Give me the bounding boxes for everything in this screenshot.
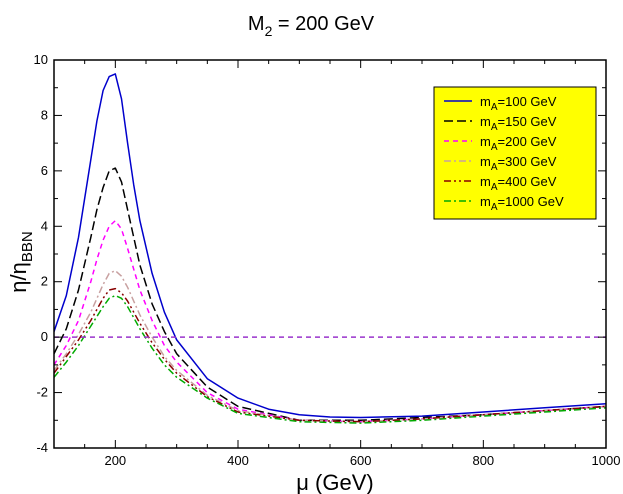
legend-label: mA=300 GeV: [480, 154, 557, 173]
series-line-1: [54, 167, 606, 422]
x-tick-label: 600: [350, 453, 372, 468]
legend-box: [433, 86, 597, 220]
legend-label: mA=200 GeV: [480, 134, 557, 153]
chart-title-rest: = 200 GeV: [272, 13, 374, 35]
x-axis-title: μ (GeV): [296, 470, 373, 494]
chart-title-sub: 2: [265, 23, 273, 39]
y-tick-label: 10: [34, 52, 48, 67]
y-tick-label: 6: [41, 163, 48, 178]
y-tick-label: 0: [41, 329, 48, 344]
x-tick-label: 400: [227, 453, 249, 468]
y-tick-label: 8: [41, 107, 48, 122]
series-line-4: [54, 287, 606, 423]
y-tick-label: -2: [36, 385, 48, 400]
series-line-3: [54, 269, 606, 423]
chart-title-main: M: [248, 13, 265, 35]
y-axis-title-main: η/η: [6, 262, 31, 293]
y-tick-label: -4: [36, 440, 48, 455]
series-line-2: [54, 219, 606, 423]
legend-label: mA=100 GeV: [480, 94, 557, 113]
y-tick-label: 4: [41, 218, 48, 233]
legend-label: mA=1000 GeV: [480, 194, 564, 213]
series-line-0: [54, 73, 606, 419]
y-tick-label: 2: [41, 274, 48, 289]
y-axis-title-sub: BBN: [19, 231, 36, 262]
x-tick-label: 1000: [592, 453, 621, 468]
x-tick-label: 800: [472, 453, 494, 468]
series-line-5: [54, 294, 606, 424]
legend-label: mA=150 GeV: [480, 114, 557, 133]
legend-label: mA=400 GeV: [480, 174, 557, 193]
chart-title: M2 = 200 GeV: [248, 13, 375, 39]
y-axis-title: η/ηBBN: [6, 231, 36, 292]
x-tick-label: 200: [104, 453, 126, 468]
